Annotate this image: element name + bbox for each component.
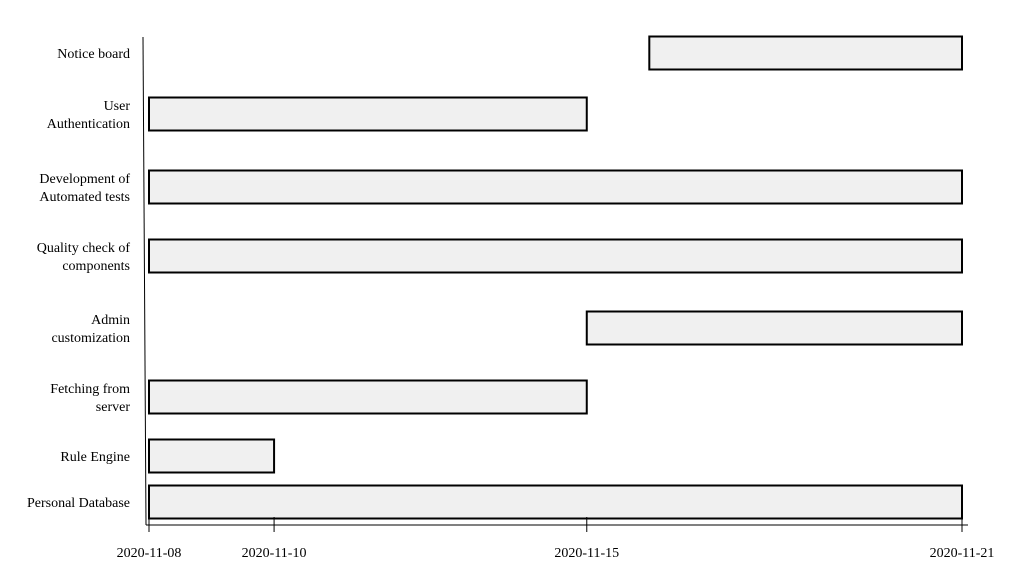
task-label-line: components [62, 259, 130, 274]
task-bar [148, 169, 963, 205]
task-bar [148, 379, 588, 415]
task-label: Admin customization [51, 313, 130, 346]
x-tick-label: 2020-11-15 [554, 546, 619, 561]
task-label-line: customization [51, 331, 130, 346]
task-label-line: Quality check of [37, 241, 131, 256]
y-axis-labels: Notice board User Authentication Developmen… [27, 47, 130, 511]
x-tick-label: 2020-11-21 [930, 546, 995, 561]
task-label: User Authentication [47, 99, 131, 132]
task-bar [648, 35, 963, 71]
task-label-line: Admin [91, 313, 130, 328]
task-bar [148, 96, 588, 132]
task-label-line: Notice board [57, 47, 130, 62]
x-axis-ticks: 2020-11-08 2020-11-10 2020-11-15 2020-11-21 [117, 517, 995, 561]
task-label: Rule Engine [60, 450, 130, 465]
task-label-line: Fetching from [50, 382, 130, 397]
x-tick-label: 2020-11-10 [242, 546, 307, 561]
task-label: Fetching from server [50, 382, 130, 415]
task-label-line: Authentication [47, 117, 130, 132]
task-label-line: User [104, 99, 131, 114]
x-tick-label: 2020-11-08 [117, 546, 182, 561]
task-label: Development of Automated tests [39, 172, 130, 205]
task-label-line: Development of [39, 172, 130, 187]
task-label: Notice board [57, 47, 130, 62]
task-bar [148, 484, 963, 520]
task-bar [148, 238, 963, 274]
task-label-line: server [96, 400, 131, 415]
task-label-line: Personal Database [27, 496, 130, 511]
task-bar [585, 310, 963, 346]
task-bar [148, 438, 276, 474]
task-label: Personal Database [27, 496, 130, 511]
y-axis-line [142, 36, 147, 526]
bars-layer [148, 35, 963, 520]
task-label: Quality check of components [37, 241, 131, 274]
task-label-line: Automated tests [39, 190, 130, 205]
task-label-line: Rule Engine [60, 450, 130, 465]
